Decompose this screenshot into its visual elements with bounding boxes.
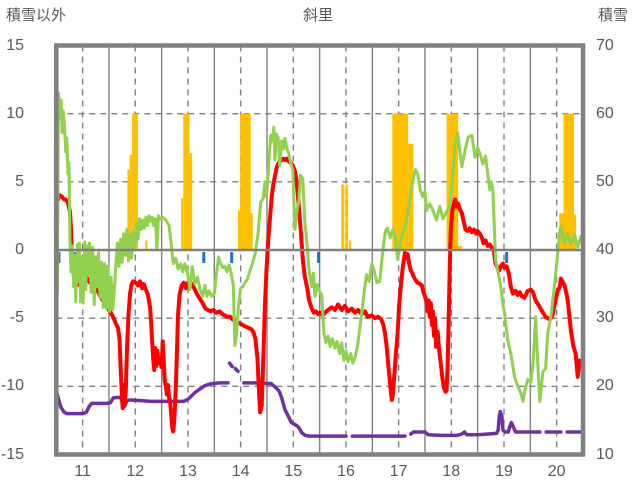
orange-bar xyxy=(250,213,253,250)
bottom-tick-label: 14 xyxy=(231,463,250,480)
bottom-tick-label: 11 xyxy=(74,463,91,480)
left-tick-label: 5 xyxy=(15,172,24,190)
right-tick-label: 10 xyxy=(596,445,614,463)
bottom-tick-label: 13 xyxy=(179,463,197,480)
orange-bar xyxy=(574,214,577,250)
orange-bar xyxy=(127,169,130,250)
bottom-tick-label: 12 xyxy=(126,463,145,480)
left-tick-label: -5 xyxy=(9,309,24,327)
bottom-tick-label: 15 xyxy=(284,463,303,480)
orange-bar xyxy=(132,113,138,251)
orange-bar xyxy=(349,240,352,250)
left-tick-label: 15 xyxy=(6,36,24,54)
left-axis-title: 積雪以外 xyxy=(6,7,67,24)
right-tick-label: 50 xyxy=(596,172,614,190)
snow-depth-line xyxy=(227,361,234,369)
plot-border xyxy=(54,43,586,457)
bottom-tick-label: 16 xyxy=(337,463,355,480)
bottom-tick-label: 19 xyxy=(495,463,513,480)
snow-depth-line xyxy=(242,381,348,438)
orange-bar xyxy=(238,210,241,250)
green-line xyxy=(56,91,584,403)
red-line xyxy=(56,156,584,434)
right-axis-title: 積雪 xyxy=(597,7,628,24)
snow-depth-line xyxy=(233,366,240,374)
orange-bar xyxy=(183,113,190,251)
left-tick-label: -15 xyxy=(0,445,24,463)
right-tick-label: 30 xyxy=(596,309,614,327)
right-tick-label: 70 xyxy=(596,36,614,54)
bottom-tick-label: 18 xyxy=(442,463,461,480)
right-tick-label: 40 xyxy=(596,241,614,258)
orange-bar xyxy=(392,113,409,251)
left-tick-label: -10 xyxy=(0,377,24,395)
orange-bar xyxy=(563,113,575,251)
orange-bar xyxy=(181,198,184,250)
right-tick-label: 20 xyxy=(596,377,614,395)
bottom-tick-label: 17 xyxy=(389,463,408,480)
right-tick-label: 60 xyxy=(596,104,614,122)
chart-title: 斜里 xyxy=(302,7,333,24)
left-tick-label: 0 xyxy=(15,241,24,258)
orange-bar xyxy=(345,184,349,250)
orange-bar xyxy=(145,240,148,250)
left-tick-label: 10 xyxy=(6,104,24,122)
orange-bar xyxy=(189,153,193,250)
snow-depth-line xyxy=(409,409,542,438)
orange-bar xyxy=(129,154,133,250)
orange-bar xyxy=(458,245,462,250)
orange-bar xyxy=(240,113,251,251)
orange-bar xyxy=(341,184,345,250)
bottom-tick-label: 20 xyxy=(547,463,566,480)
